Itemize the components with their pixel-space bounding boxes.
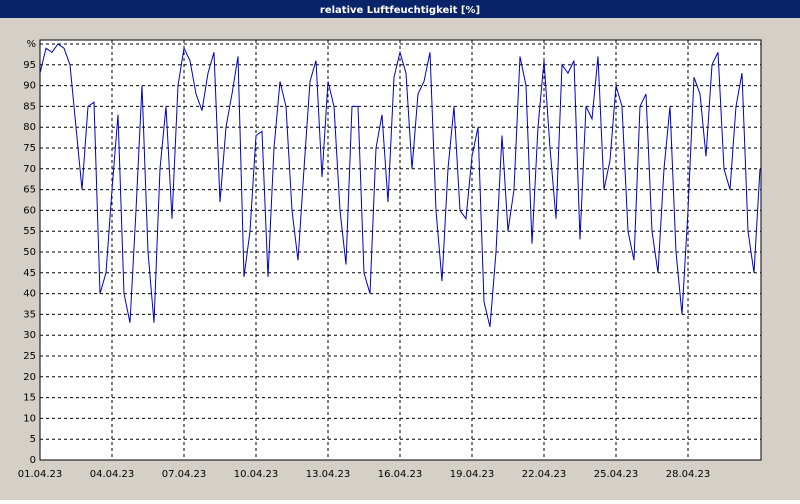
- y-tick-label: 50: [23, 247, 36, 258]
- x-tick-label: 10.04.23: [234, 469, 279, 480]
- x-tick-label: 19.04.23: [450, 469, 495, 480]
- y-tick-label: 30: [23, 330, 36, 341]
- y-tick-label: 25: [23, 351, 36, 362]
- x-tick-label: 16.04.23: [378, 469, 423, 480]
- y-tick-label: 15: [23, 393, 36, 404]
- y-tick-label: 40: [23, 289, 36, 300]
- x-tick-label: 07.04.23: [162, 469, 207, 480]
- x-tick-label: 25.04.23: [594, 469, 639, 480]
- x-tick-label: 22.04.23: [522, 469, 567, 480]
- data-line: [39, 43, 761, 327]
- y-tick-label: 45: [23, 268, 36, 279]
- x-tick-label: 13.04.23: [306, 469, 351, 480]
- y-tick-label: 90: [23, 81, 36, 92]
- y-tick-label: 75: [23, 143, 36, 154]
- y-tick-label: 95: [23, 60, 36, 71]
- chart-title: relative Luftfeuchtigkeit [%]: [320, 5, 480, 16]
- y-tick-label: 80: [23, 122, 36, 133]
- y-tick-label: 55: [23, 226, 36, 237]
- y-tick-label: 60: [23, 205, 36, 216]
- x-tick-label: 01.04.23: [18, 469, 63, 480]
- y-tick-label: 35: [23, 309, 36, 320]
- y-tick-label: 5: [30, 434, 36, 445]
- y-tick-label: 20: [23, 372, 36, 383]
- title-bar: [0, 0, 800, 18]
- y-tick-label: 85: [23, 101, 36, 112]
- x-tick-label: 28.04.23: [666, 469, 711, 480]
- x-tick-label: 04.04.23: [90, 469, 135, 480]
- y-tick-label: 10: [23, 413, 36, 424]
- y-tick-label: 70: [23, 164, 36, 175]
- y-tick-label: 65: [23, 185, 36, 196]
- y-tick-label: %: [26, 39, 36, 50]
- y-tick-label: 0: [30, 455, 36, 466]
